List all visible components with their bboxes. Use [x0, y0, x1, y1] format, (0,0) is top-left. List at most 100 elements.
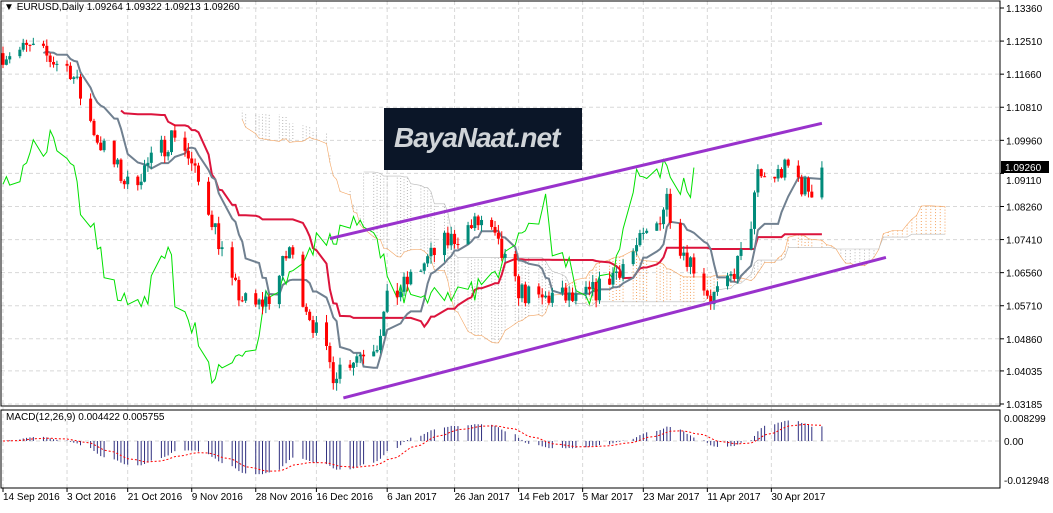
- bear-candle: [476, 216, 480, 226]
- x-tick-label: 14 Feb 2017: [519, 492, 576, 503]
- y-tick-label: 1.07410: [1006, 236, 1043, 247]
- bull-candle: [409, 271, 413, 285]
- bull-candle: [281, 256, 285, 276]
- bull-candle: [715, 286, 719, 292]
- bear-candle: [517, 276, 521, 299]
- chikou-span-line: [2, 128, 695, 385]
- bear-candle: [193, 163, 197, 166]
- bull-candle: [75, 76, 79, 78]
- bear-candle: [260, 299, 264, 307]
- bear-candle: [490, 219, 494, 227]
- bull-candle: [520, 284, 524, 299]
- bull-candle: [567, 292, 571, 301]
- current-price-tag: [1001, 161, 1049, 173]
- bull-candle: [159, 139, 163, 153]
- bull-candle: [375, 349, 379, 352]
- x-tick-label: 21 Oct 2016: [128, 492, 183, 503]
- bull-candle: [429, 247, 433, 257]
- bear-candle: [311, 320, 315, 333]
- bull-candle: [351, 362, 355, 368]
- bear-candle: [308, 311, 312, 321]
- bear-candle: [773, 176, 777, 179]
- high-value: 1.09322: [125, 2, 162, 13]
- bear-candle: [1, 53, 5, 65]
- bear-candle: [500, 238, 504, 258]
- macd-panel: 0.008299 0.00 -0.012948: [1, 414, 1049, 487]
- bull-candle: [560, 287, 564, 293]
- bear-candle: [608, 278, 612, 285]
- bear-candle: [112, 140, 116, 165]
- bull-candle: [55, 63, 59, 65]
- bear-candle: [65, 63, 69, 66]
- bull-candle: [749, 228, 753, 250]
- bull-candle: [31, 43, 35, 45]
- bull-candle: [314, 322, 318, 333]
- bear-candle: [658, 223, 662, 225]
- bear-candle: [547, 295, 551, 303]
- time-axis: 14 Sep 2016 3 Oct 2016 21 Oct 2016 9 Nov 20…: [2, 488, 826, 503]
- bull-candle: [631, 251, 635, 265]
- bull-candle: [419, 270, 423, 272]
- kijun-sen-line: [120, 109, 822, 329]
- bull-candle: [756, 169, 760, 193]
- bear-candle: [496, 232, 500, 239]
- bear-candle: [234, 277, 238, 280]
- bull-candle: [213, 223, 217, 228]
- bull-candle: [372, 351, 376, 357]
- bear-candle: [668, 193, 672, 224]
- bear-candle: [79, 76, 83, 99]
- bull-candle: [335, 378, 339, 384]
- bull-candle: [803, 178, 807, 195]
- bull-candle: [621, 264, 625, 278]
- bear-candle: [702, 273, 706, 291]
- bull-candle: [385, 290, 389, 312]
- x-tick-label: 23 Mar 2017: [643, 492, 700, 503]
- bear-candle: [732, 273, 736, 279]
- senkou-span-a: [242, 119, 946, 344]
- bull-candle: [682, 252, 686, 256]
- bull-candle: [820, 167, 824, 198]
- channel-line: [342, 256, 887, 400]
- macd-tick-label: -0.012948: [1004, 476, 1049, 487]
- bull-candle: [4, 59, 8, 65]
- y-tick-label: 1.06560: [1006, 269, 1043, 280]
- y-tick-label: 1.04860: [1006, 335, 1043, 346]
- bear-candle: [395, 290, 399, 298]
- watermark-text: BayaNaat.net: [394, 122, 560, 153]
- bear-candle: [763, 176, 767, 178]
- y-tick-label: 1.11660: [1006, 70, 1042, 81]
- y-tick-label: 1.09960: [1006, 136, 1043, 147]
- x-tick-label: 3 Oct 2016: [67, 492, 116, 503]
- bull-candle: [638, 233, 642, 246]
- bull-candle: [18, 49, 22, 57]
- bull-candle: [753, 192, 757, 229]
- bear-candle: [28, 44, 32, 46]
- bull-candle: [783, 159, 787, 178]
- x-tick-label: 28 Nov 2016: [256, 492, 313, 503]
- bear-candle: [45, 45, 49, 56]
- dropdown-arrow-icon[interactable]: ▼: [4, 2, 14, 13]
- bull-candle: [8, 56, 12, 60]
- bull-candle: [645, 230, 649, 233]
- bull-candle: [72, 77, 76, 80]
- bear-candle: [571, 292, 575, 301]
- bear-candle: [284, 256, 288, 259]
- bull-candle: [358, 354, 362, 357]
- bear-candle: [705, 290, 709, 296]
- tenkan-sen-line: [43, 50, 822, 369]
- bear-candle: [564, 287, 568, 301]
- bull-candle: [378, 335, 382, 350]
- bull-candle: [776, 169, 780, 179]
- bear-candle: [99, 142, 103, 151]
- x-tick-label: 6 Jan 2017: [387, 492, 437, 503]
- bear-candle: [810, 191, 814, 198]
- bull-candle: [382, 311, 386, 336]
- bear-candle: [196, 165, 200, 182]
- x-tick-label: 11 Apr 2017: [707, 492, 761, 503]
- bull-candle: [635, 245, 639, 252]
- bear-candle: [52, 61, 56, 65]
- bear-candle: [685, 252, 689, 267]
- macd-tick-label: 0.008299: [1004, 414, 1046, 425]
